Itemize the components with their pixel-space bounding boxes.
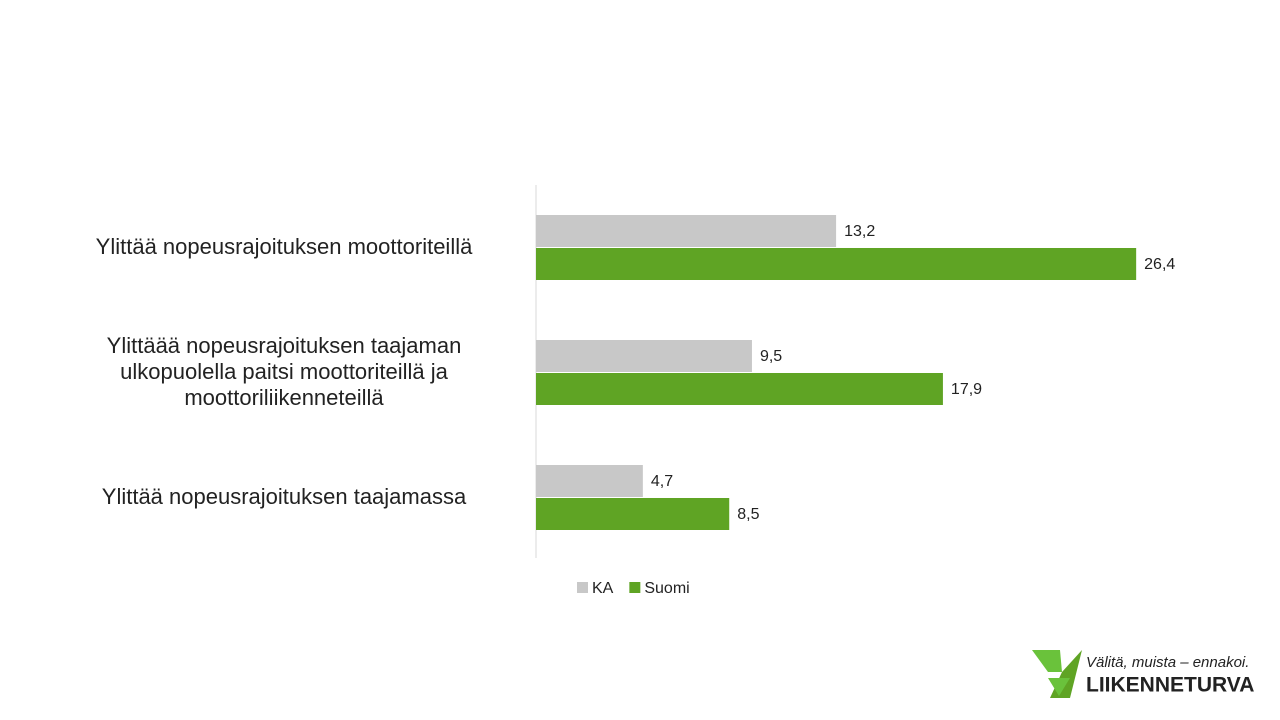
- logo-shape: [1032, 650, 1062, 672]
- value-label: 8,5: [737, 506, 759, 523]
- value-label: 4,7: [651, 473, 673, 490]
- bar: [536, 248, 1137, 280]
- bar: [536, 340, 752, 372]
- logo-name: LIIKENNETURVA: [1086, 674, 1254, 697]
- logo-tagline: Välitä, muista – ennakoi.: [1086, 654, 1249, 671]
- legend-label: KA: [592, 580, 614, 597]
- category-label: Ylittäää nopeusrajoituksen taajaman ulko…: [106, 333, 462, 410]
- legend-swatch: [629, 582, 641, 593]
- bar: [536, 498, 730, 530]
- bar: [536, 373, 943, 405]
- logo-shape: [1048, 678, 1070, 696]
- category-label: Ylittää nopeusrajoituksen taajamassa: [101, 484, 467, 509]
- bar: [536, 465, 643, 497]
- legend-swatch: [577, 582, 588, 593]
- legend-label: Suomi: [644, 580, 689, 597]
- value-label: 13,2: [844, 223, 875, 240]
- value-label: 9,5: [760, 348, 782, 365]
- bar: [536, 215, 837, 247]
- value-label: 17,9: [951, 381, 982, 398]
- logo: Välitä, muista – ennakoi. LIIKENNETURVA: [1032, 650, 1254, 698]
- value-label: 26,4: [1144, 256, 1175, 273]
- category-label: Ylittää nopeusrajoituksen moottoriteillä: [95, 234, 473, 259]
